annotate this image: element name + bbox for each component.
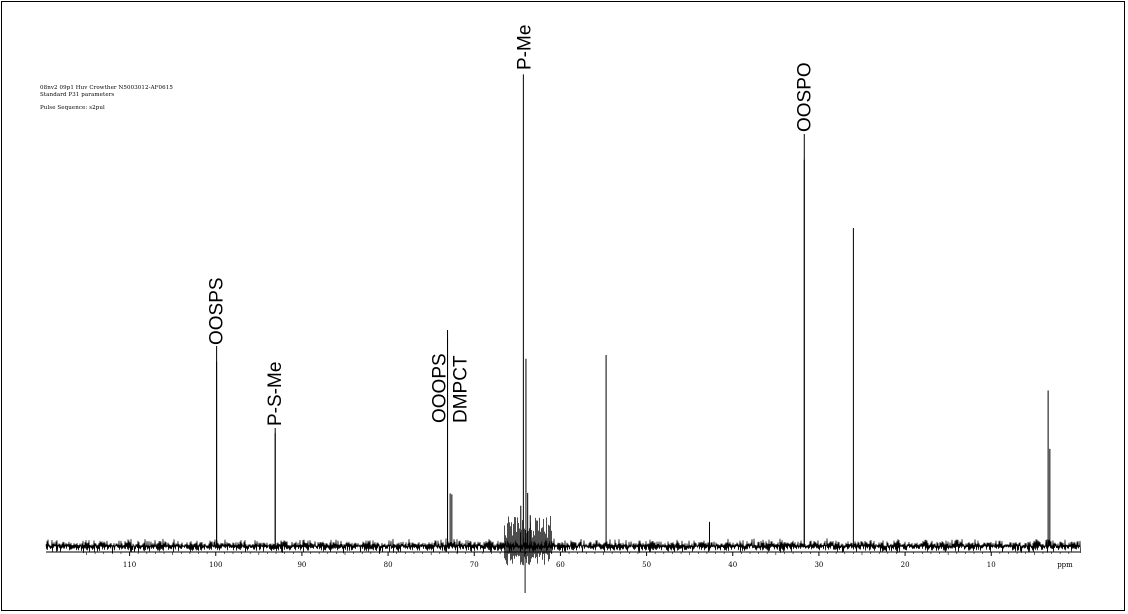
annotation-ooops: OOOPS xyxy=(430,353,451,423)
header-line-1: 08nv2 09p1 Huv Crowther N5003012-AF0615 xyxy=(40,85,173,91)
x-tick-label-20: 20 xyxy=(901,561,910,569)
annotation-dmpct: DMPCT xyxy=(451,355,472,423)
header-line-3: Pulse Sequence: s2pul xyxy=(40,105,105,111)
x-unit-label: ppm xyxy=(1057,561,1073,569)
annotation-p-me: P-Me xyxy=(514,25,535,70)
annotation-oosps: OOSPS xyxy=(207,277,228,345)
x-tick-label-50: 50 xyxy=(642,561,651,569)
x-tick-label-100: 100 xyxy=(209,561,222,569)
x-tick-label-90: 90 xyxy=(297,561,306,569)
baseline-noise-trace xyxy=(45,538,1081,554)
header-line-2: Standard P31 parameters xyxy=(40,92,115,98)
x-tick-label-10: 10 xyxy=(987,561,996,569)
x-tick-label-70: 70 xyxy=(470,561,479,569)
x-tick-label-30: 30 xyxy=(814,561,823,569)
annotation-p-s-me: P-S-Me xyxy=(265,362,286,426)
x-tick-label-60: 60 xyxy=(556,561,565,569)
x-tick-label-110: 110 xyxy=(123,561,136,569)
x-tick-label-40: 40 xyxy=(728,561,737,569)
annotation-oospo: OOSPO xyxy=(794,62,815,132)
x-tick-label-80: 80 xyxy=(384,561,393,569)
